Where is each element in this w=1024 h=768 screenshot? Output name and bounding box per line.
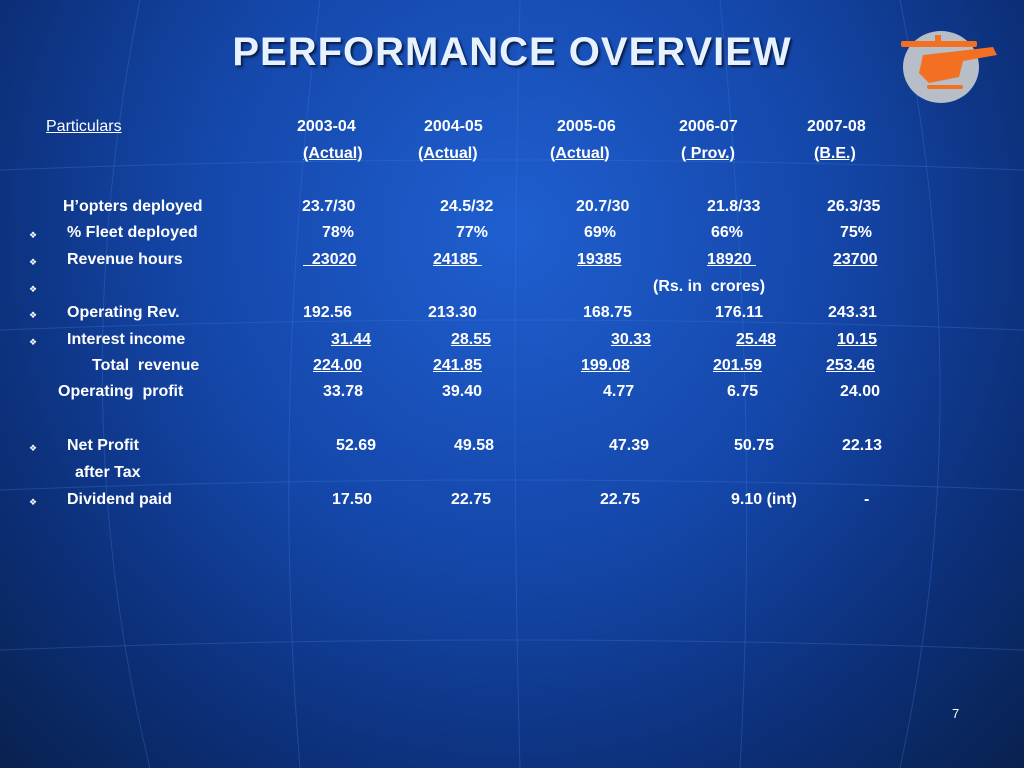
operating-rev-value: 192.56 — [303, 304, 352, 321]
interest-income-value: 10.15 — [837, 331, 878, 348]
interest-income-value: 30.33 — [611, 331, 652, 348]
particulars-header: Particulars — [46, 118, 122, 135]
hopters-value: 20.7/30 — [576, 198, 630, 215]
fleet-value: 78% — [322, 224, 355, 241]
operating-rev-value: 168.75 — [583, 304, 632, 321]
page-number: 7 — [952, 706, 960, 721]
year-header-1: 2003-04 — [297, 118, 356, 135]
hopters-value: 21.8/33 — [707, 198, 761, 215]
bullet-icon: ❖ — [29, 443, 38, 453]
hopters-value: 23.7/30 — [302, 198, 356, 215]
helicopter-logo — [901, 31, 997, 103]
total-revenue-value: 201.59 — [713, 357, 762, 374]
operating-profit-value: 4.77 — [603, 383, 635, 400]
bullet-icon: ❖ — [29, 284, 38, 294]
bullet-icon: ❖ — [29, 310, 38, 320]
total-revenue-value: 224.00 — [313, 357, 362, 374]
revenue-hours-value: 19385 — [577, 251, 622, 268]
row-label-net-profit: Net Profit — [67, 437, 139, 454]
dividend-value: 17.50 — [332, 491, 373, 508]
dividend-value: 22.75 — [600, 491, 641, 508]
year-header-3: 2005-06 — [557, 118, 616, 135]
revenue-hours-value: 23700 — [833, 251, 878, 268]
operating-rev-value: 243.31 — [828, 304, 877, 321]
row-label-hopters: H’opters deployed — [63, 198, 203, 215]
interest-income-value: 31.44 — [331, 331, 372, 348]
dividend-value: 9.10 (int) — [731, 491, 797, 508]
year-header-4: 2006-07 — [679, 118, 738, 135]
fleet-value: 66% — [711, 224, 744, 241]
revenue-hours-value: 18920 — [707, 251, 752, 268]
row-label-operating-rev: Operating Rev. — [67, 304, 180, 321]
status-header-4: ( Prov.) — [681, 145, 735, 162]
year-header-5: 2007-08 — [807, 118, 866, 135]
year-header-2: 2004-05 — [424, 118, 483, 135]
fleet-value: 77% — [456, 224, 489, 241]
operating-profit-value: 33.78 — [323, 383, 364, 400]
bullet-icon: ❖ — [29, 230, 38, 240]
revenue-hours-value: 24185 — [433, 251, 478, 268]
net-profit-value: 22.13 — [842, 437, 883, 454]
dividend-value: 22.75 — [451, 491, 492, 508]
page-title: PERFORMANCE OVERVIEW — [232, 30, 792, 74]
net-profit-value: 49.58 — [454, 437, 495, 454]
net-profit-value: 47.39 — [609, 437, 650, 454]
row-label-total-revenue: Total revenue — [92, 357, 200, 374]
row-label-net-profit-line2: after Tax — [75, 464, 141, 481]
interest-income-value: 25.48 — [736, 331, 777, 348]
bullet-icon: ❖ — [29, 497, 38, 507]
total-revenue-value: 241.85 — [433, 357, 482, 374]
operating-profit-value: 24.00 — [840, 383, 881, 400]
dividend-value: - — [864, 491, 870, 508]
operating-rev-value: 176.11 — [715, 304, 764, 321]
hopters-value: 26.3/35 — [827, 198, 881, 215]
bullet-icon: ❖ — [29, 337, 38, 347]
hopters-value: 24.5/32 — [440, 198, 494, 215]
operating-profit-value: 39.40 — [442, 383, 483, 400]
row-label-interest-income: Interest income — [67, 331, 186, 348]
status-header-5: (B.E.) — [814, 145, 856, 162]
bullet-icon: ❖ — [29, 257, 38, 267]
status-header-2: (Actual) — [418, 145, 478, 162]
status-header-1: (Actual) — [303, 145, 363, 162]
operating-rev-value: 213.30 — [428, 304, 477, 321]
row-label-fleet: % Fleet deployed — [67, 224, 198, 241]
fleet-value: 69% — [584, 224, 617, 241]
fleet-value: 75% — [840, 224, 873, 241]
revenue-hours-value: 23020 — [311, 251, 357, 268]
unit-note: (Rs. in crores) — [653, 278, 766, 295]
operating-profit-value: 6.75 — [727, 383, 759, 400]
total-revenue-value: 199.08 — [581, 357, 630, 374]
row-label-operating-profit: Operating profit — [58, 383, 184, 400]
total-revenue-value: 253.46 — [826, 357, 875, 374]
interest-income-value: 28.55 — [451, 331, 492, 348]
net-profit-value: 52.69 — [336, 437, 377, 454]
status-header-3: (Actual) — [550, 145, 610, 162]
row-label-dividend: Dividend paid — [67, 491, 172, 508]
row-label-revenue-hours: Revenue hours — [67, 251, 183, 268]
net-profit-value: 50.75 — [734, 437, 775, 454]
